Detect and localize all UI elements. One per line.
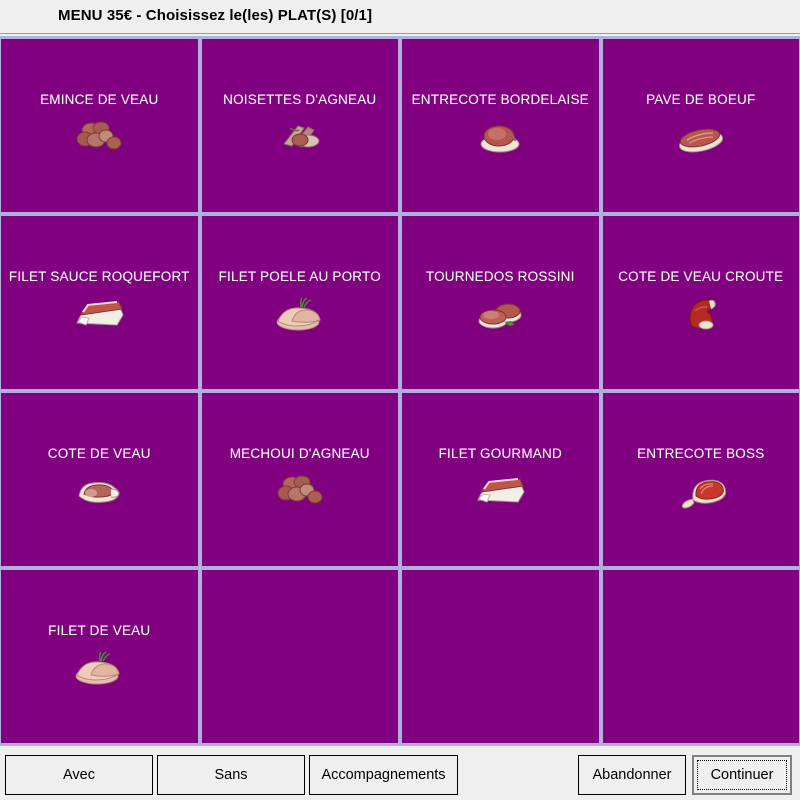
dish-cell[interactable]: MECHOUI D'AGNEAU bbox=[201, 393, 399, 566]
meat-chunks-icon bbox=[67, 114, 131, 160]
dish-cell-label: NOISETTES D'AGNEAU bbox=[223, 91, 377, 107]
dish-cell-content: MECHOUI D'AGNEAU bbox=[202, 446, 399, 514]
dish-cell[interactable]: FILET GOURMAND bbox=[402, 393, 599, 566]
dish-cell[interactable]: FILET SAUCE ROQUEFORT bbox=[1, 216, 198, 389]
veal-chop-red-icon bbox=[669, 291, 733, 337]
dish-cell-label: TOURNEDOS ROSSINI bbox=[425, 268, 575, 284]
dish-cell-content: ENTRECOTE BOSS bbox=[603, 446, 800, 514]
dish-cell-content: COTE DE VEAU bbox=[1, 446, 198, 514]
dish-cell[interactable]: ENTRECOTE BOSS bbox=[602, 393, 800, 566]
dish-cell-label: FILET POELE AU PORTO bbox=[218, 268, 381, 284]
dish-grid: EMINCE DE VEAU NOISETTES D'AGNEAU ENTREC… bbox=[1, 39, 799, 743]
dish-cell-label: FILET GOURMAND bbox=[438, 445, 562, 461]
dish-cell-label: MECHOUI D'AGNEAU bbox=[229, 445, 370, 461]
dish-cell-content: NOISETTES D'AGNEAU bbox=[202, 92, 399, 160]
filet-slab-icon bbox=[67, 291, 131, 337]
header-bar: MENU 35€ - Choisissez le(les) PLAT(S) [0… bbox=[0, 0, 800, 34]
veal-chop-icon bbox=[67, 468, 131, 514]
accompagnements-button-label: Accompagnements bbox=[321, 767, 446, 783]
bone-steak-icon bbox=[669, 468, 733, 514]
dish-cell-content: TOURNEDOS ROSSINI bbox=[402, 269, 599, 337]
dish-cell[interactable]: TOURNEDOS ROSSINI bbox=[402, 216, 599, 389]
dish-cell-label: ENTRECOTE BORDELAISE bbox=[411, 91, 589, 107]
avec-button[interactable]: Avec bbox=[5, 755, 153, 795]
lamb-noisettes-icon bbox=[268, 114, 332, 160]
sans-button-label: Sans bbox=[214, 767, 248, 783]
dish-cell[interactable]: COTE DE VEAU bbox=[1, 393, 198, 566]
accompagnements-button[interactable]: Accompagnements bbox=[309, 755, 458, 795]
page-title: MENU 35€ - Choisissez le(les) PLAT(S) [0… bbox=[58, 7, 373, 24]
abandonner-button[interactable]: Abandonner bbox=[578, 755, 686, 795]
steak-round-icon bbox=[468, 114, 532, 160]
meat-chunks-icon bbox=[268, 468, 332, 514]
continuer-button-label: Continuer bbox=[697, 760, 787, 790]
dish-cell[interactable]: FILET DE VEAU bbox=[1, 570, 198, 743]
beef-pave-icon bbox=[669, 114, 733, 160]
dish-cell-label: ENTRECOTE BOSS bbox=[637, 445, 765, 461]
dish-cell-empty[interactable] bbox=[602, 570, 799, 743]
dish-cell[interactable]: FILET POELE AU PORTO bbox=[201, 216, 399, 389]
filet-slab-icon bbox=[468, 468, 532, 514]
dish-cell-label: EMINCE DE VEAU bbox=[40, 91, 159, 107]
dish-cell[interactable]: PAVE DE BOEUF bbox=[602, 39, 800, 212]
dish-cell-label: COTE DE VEAU CROUTE bbox=[618, 268, 784, 284]
dish-grid-area: EMINCE DE VEAU NOISETTES D'AGNEAU ENTREC… bbox=[0, 36, 800, 746]
dish-cell[interactable]: COTE DE VEAU CROUTE bbox=[602, 216, 800, 389]
pork-filet-icon bbox=[67, 645, 131, 691]
continuer-button[interactable]: Continuer bbox=[692, 755, 792, 795]
dish-cell[interactable]: ENTRECOTE BORDELAISE bbox=[402, 39, 599, 212]
dish-cell-content: PAVE DE BOEUF bbox=[603, 92, 800, 160]
tournedos-icon bbox=[468, 291, 532, 337]
dish-cell[interactable]: NOISETTES D'AGNEAU bbox=[201, 39, 399, 212]
dish-cell-content: COTE DE VEAU CROUTE bbox=[603, 269, 800, 337]
dish-cell-content: FILET DE VEAU bbox=[1, 623, 198, 691]
dish-cell-label: PAVE DE BOEUF bbox=[646, 91, 756, 107]
dish-cell-content: EMINCE DE VEAU bbox=[1, 92, 198, 160]
dish-cell[interactable]: EMINCE DE VEAU bbox=[1, 39, 198, 212]
dish-cell-content: FILET SAUCE ROQUEFORT bbox=[1, 269, 198, 337]
pork-filet-icon bbox=[268, 291, 332, 337]
dish-cell-content: ENTRECOTE BORDELAISE bbox=[402, 92, 599, 160]
dish-cell-empty[interactable] bbox=[402, 570, 599, 743]
dish-cell-label: COTE DE VEAU bbox=[47, 445, 151, 461]
avec-button-label: Avec bbox=[63, 767, 95, 783]
dish-cell-content: FILET GOURMAND bbox=[402, 446, 599, 514]
bottom-toolbar: Avec Sans Accompagnements Abandonner Con… bbox=[0, 750, 800, 800]
abandonner-button-label: Abandonner bbox=[592, 767, 672, 783]
sans-button[interactable]: Sans bbox=[157, 755, 305, 795]
dish-cell-empty[interactable] bbox=[201, 570, 398, 743]
dish-cell-label: FILET DE VEAU bbox=[48, 622, 151, 638]
dish-cell-label: FILET SAUCE ROQUEFORT bbox=[8, 268, 190, 284]
dish-cell-content: FILET POELE AU PORTO bbox=[202, 269, 399, 337]
